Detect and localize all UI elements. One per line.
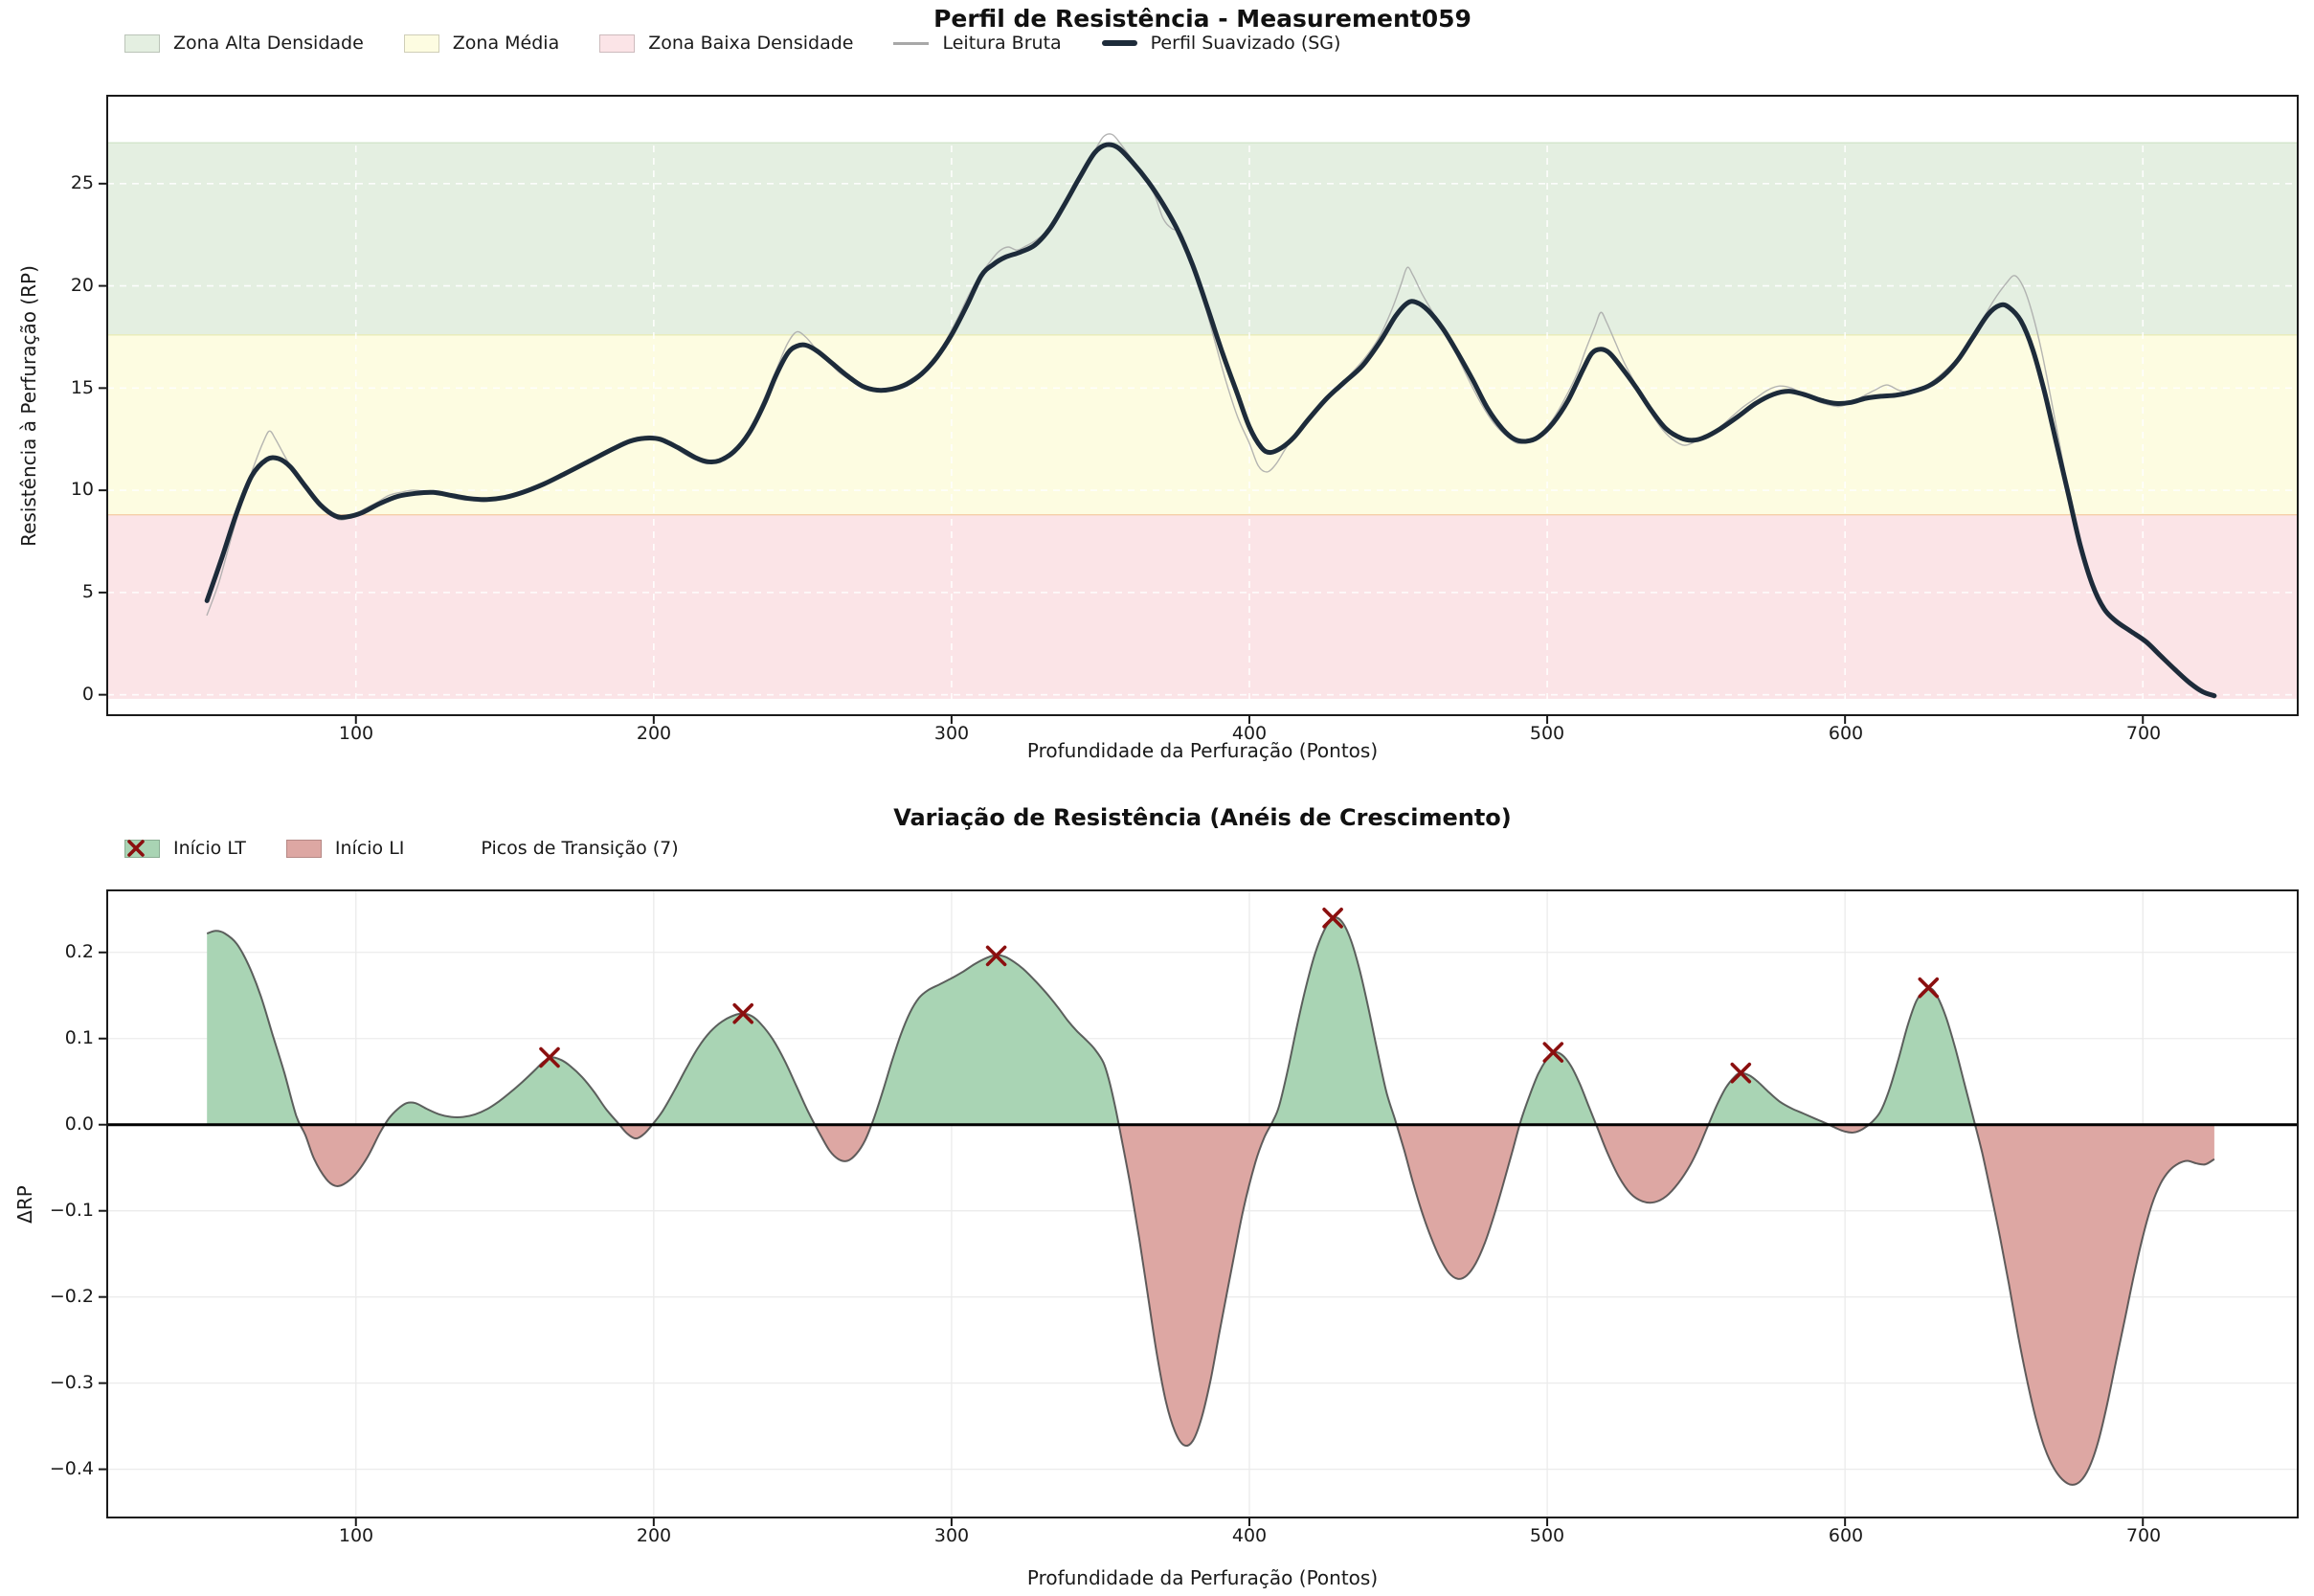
density-zone-bands <box>107 142 2298 699</box>
bot-xtick-700: 700 <box>2125 1525 2162 1546</box>
resistance-profile-lines <box>204 133 2217 699</box>
top-ytick-25: 25 <box>70 172 94 193</box>
transition-peak-markers <box>539 908 1940 1084</box>
legend-label: Picos de Transição (7) <box>481 838 679 859</box>
legend-label: Leitura Bruta <box>942 33 1062 54</box>
bot-xtick-400: 400 <box>1231 1525 1268 1546</box>
top-xtick-700: 700 <box>2125 723 2162 744</box>
legend-label: Início LT <box>173 838 246 859</box>
bot-xtick-500: 500 <box>1529 1525 1565 1546</box>
legend-item-leitura-bruta: Leitura Bruta <box>893 33 1062 54</box>
bottom-x-axis-label: Profundidade da Perfuração (Pontos) <box>1026 1566 1379 1589</box>
top-y-axis-label: Resistência à Perfuração (RP) <box>17 265 40 547</box>
top-x-axis-label: Profundidade da Perfuração (Pontos) <box>1026 739 1379 762</box>
raw-line-swatch-icon <box>893 41 930 45</box>
top-xtick-600: 600 <box>1828 723 1864 744</box>
legend-label: Perfil Suavizado (SG) <box>1150 33 1341 54</box>
smoothed-line-swatch-icon <box>1101 40 1137 46</box>
top-ytick-10: 10 <box>70 479 94 500</box>
top-ytick-15: 15 <box>70 377 94 398</box>
bot-xtick-200: 200 <box>636 1525 672 1546</box>
bot-ytick-0.0: 0.0 <box>64 1113 94 1135</box>
zona-media-swatch-icon <box>403 34 439 53</box>
legend-item-zona-alta: Zona Alta Densidade <box>124 33 364 54</box>
top-xtick-400: 400 <box>1231 723 1268 744</box>
legend-label: Início LI <box>334 838 405 859</box>
top-legend: Zona Alta Densidade Zona Média Zona Baix… <box>124 33 1340 54</box>
legend-label: Zona Média <box>452 33 560 54</box>
bot-ytick--0.4: −0.4 <box>49 1458 94 1479</box>
top-ytick-5: 5 <box>81 581 94 602</box>
top-xtick-200: 200 <box>636 723 672 744</box>
bot-ytick--0.3: −0.3 <box>49 1372 94 1393</box>
bot-xtick-600: 600 <box>1828 1525 1864 1546</box>
zona-alta-swatch-icon <box>124 34 160 53</box>
bottom-legend: Início LT Início LI Picos de Transição (… <box>124 837 679 860</box>
inicio-li-swatch-icon <box>285 839 322 858</box>
bot-ytick--0.2: −0.2 <box>49 1286 94 1307</box>
bottom-chart-title: Variação de Resistência (Anéis de Cresci… <box>893 804 1512 831</box>
delta-rp-curve <box>206 916 2215 1486</box>
top-axes-frame <box>99 95 2299 724</box>
legend-item-zona-media: Zona Média <box>403 33 560 54</box>
top-xtick-500: 500 <box>1529 723 1565 744</box>
legend-item-picos-transicao: Picos de Transição (7) <box>127 837 679 860</box>
top-ytick-20: 20 <box>70 275 94 296</box>
legend-label: Zona Alta Densidade <box>173 33 364 54</box>
top-chart-title: Perfil de Resistência - Measurement059 <box>933 5 1472 33</box>
top-ytick-0: 0 <box>81 684 94 705</box>
x-marker-icon <box>127 837 467 860</box>
top-gridlines <box>107 96 2298 715</box>
bot-ytick--0.1: −0.1 <box>49 1200 94 1221</box>
legend-label: Zona Baixa Densidade <box>648 33 854 54</box>
bot-ytick-0.1: 0.1 <box>64 1027 94 1048</box>
top-xtick-300: 300 <box>933 723 970 744</box>
legend-item-zona-baixa: Zona Baixa Densidade <box>599 33 853 54</box>
legend-item-perfil-suavizado: Perfil Suavizado (SG) <box>1101 33 1341 54</box>
delta-rp-area-fills <box>207 917 2214 1485</box>
bottom-axes-frame <box>99 889 2299 1526</box>
top-xtick-100: 100 <box>338 723 374 744</box>
bot-ytick-0.2: 0.2 <box>64 941 94 962</box>
bot-xtick-100: 100 <box>338 1525 374 1546</box>
legend-item-inicio-li: Início LI <box>285 838 405 859</box>
zona-baixa-swatch-icon <box>599 34 636 53</box>
bot-xtick-300: 300 <box>933 1525 970 1546</box>
